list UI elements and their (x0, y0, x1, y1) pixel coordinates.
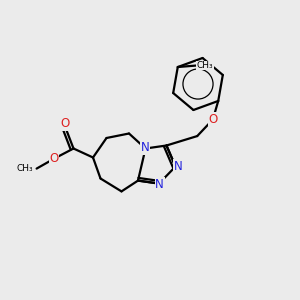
Text: N: N (140, 141, 149, 154)
Text: O: O (61, 117, 70, 130)
Text: CH₃: CH₃ (16, 164, 33, 173)
Text: CH₃: CH₃ (196, 61, 213, 70)
Text: O: O (208, 113, 218, 126)
Text: N: N (173, 160, 182, 173)
Text: O: O (50, 152, 58, 165)
Text: N: N (155, 178, 164, 191)
